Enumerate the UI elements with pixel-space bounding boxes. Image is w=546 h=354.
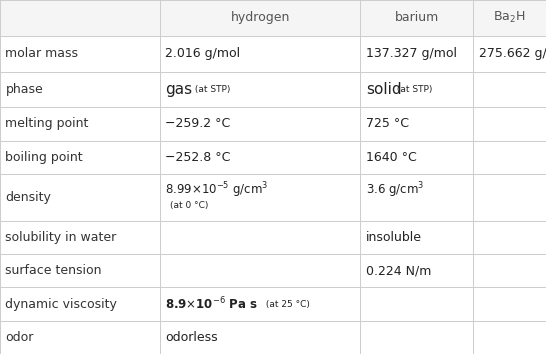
Text: (at STP): (at STP): [192, 85, 230, 94]
Text: 137.327 g/mol: 137.327 g/mol: [366, 47, 457, 60]
Text: melting point: melting point: [5, 118, 89, 131]
Text: 0.224 N/m: 0.224 N/m: [366, 264, 431, 277]
Text: phase: phase: [5, 83, 43, 96]
Text: 1640 °C: 1640 °C: [366, 151, 417, 164]
Text: odorless: odorless: [165, 331, 218, 344]
Text: 3.6 g/cm$^3$: 3.6 g/cm$^3$: [366, 181, 424, 200]
Text: 8.9$\times$10$^{-6}$ Pa s: 8.9$\times$10$^{-6}$ Pa s: [165, 296, 258, 312]
Text: molar mass: molar mass: [5, 47, 79, 60]
Text: Ba$_2$H: Ba$_2$H: [494, 10, 526, 25]
Text: surface tension: surface tension: [5, 264, 102, 277]
Text: hydrogen: hydrogen: [230, 11, 290, 24]
Text: density: density: [5, 191, 51, 204]
Text: 275.662 g/mol: 275.662 g/mol: [479, 47, 546, 60]
Text: boiling point: boiling point: [5, 151, 83, 164]
Text: insoluble: insoluble: [366, 231, 422, 244]
Text: odor: odor: [5, 331, 34, 344]
Text: dynamic viscosity: dynamic viscosity: [5, 297, 117, 310]
Text: barium: barium: [395, 11, 439, 24]
Text: 2.016 g/mol: 2.016 g/mol: [165, 47, 241, 60]
Text: (at 25 °C): (at 25 °C): [263, 299, 310, 308]
Text: solid: solid: [366, 82, 401, 97]
Text: gas: gas: [165, 82, 193, 97]
Text: −259.2 °C: −259.2 °C: [165, 118, 231, 131]
Text: 725 °C: 725 °C: [366, 118, 409, 131]
Text: 8.99$\times$10$^{-5}$ g/cm$^3$: 8.99$\times$10$^{-5}$ g/cm$^3$: [165, 181, 269, 200]
Text: (at STP): (at STP): [394, 85, 432, 94]
Text: −252.8 °C: −252.8 °C: [165, 151, 231, 164]
Text: solubility in water: solubility in water: [5, 231, 117, 244]
Text: (at 0 °C): (at 0 °C): [170, 201, 208, 210]
Bar: [0, 0, 546, 36]
